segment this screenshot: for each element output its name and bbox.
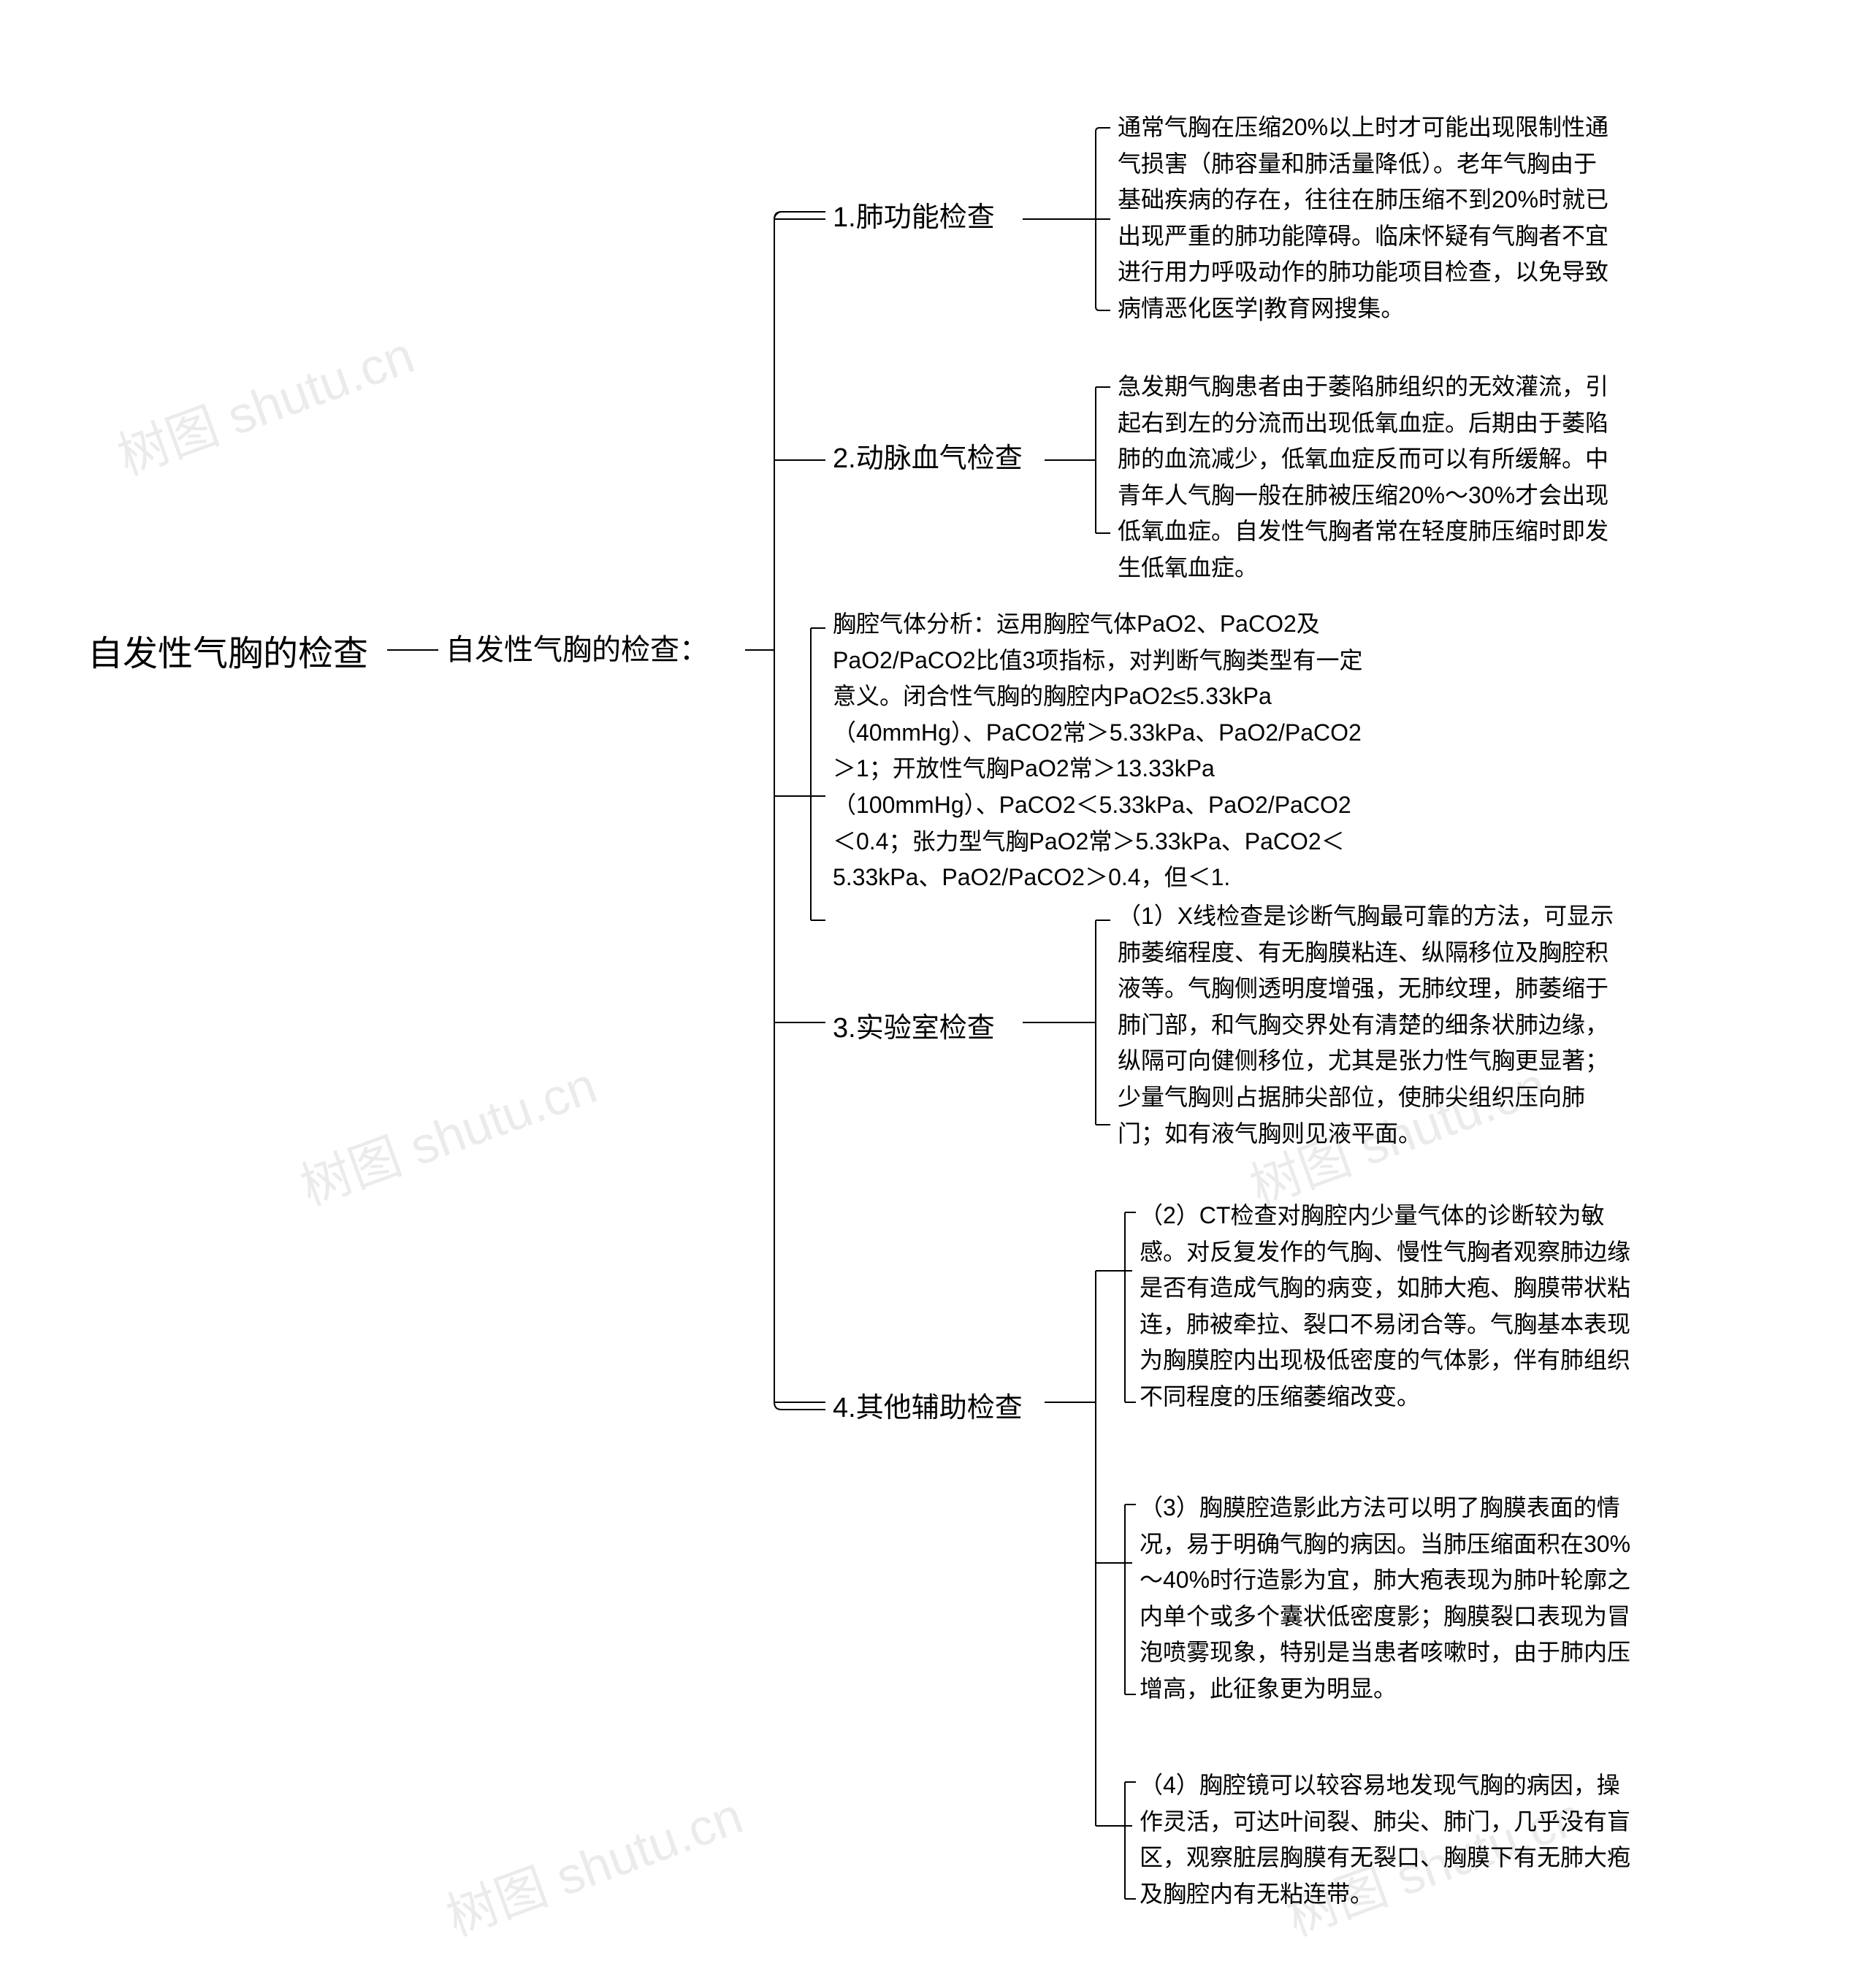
watermark: 树图 shutu.cn xyxy=(107,315,423,490)
branch-4-leaf-0: （2）CT检查对胸腔内少量气体的诊断较为敏感。对反复发作的气胸、慢性气胸者观察肺… xyxy=(1140,1198,1636,1415)
mindmap-container: 树图 shutu.cn 树图 shutu.cn 树图 shutu.cn 树图 s… xyxy=(0,0,1870,1988)
branch-3-leaf-0: （1）X线检查是诊断气胸最可靠的方法，可显示肺萎缩程度、有无胸膜粘连、纵隔移位及… xyxy=(1118,898,1614,1152)
root-node: 自发性气胸的检查 xyxy=(88,628,368,681)
branch-4-label: 4.其他辅助检查 xyxy=(833,1388,1023,1429)
branch-4-leaf-2: （4）胸腔镜可以较容易地发现气胸的病因，操作灵活，可达叶间裂、肺尖、肺门，几乎没… xyxy=(1140,1767,1636,1912)
level1-node: 自发性气胸的检查： xyxy=(446,628,709,672)
branch-3-preleaf: 胸腔气体分析：运用胸腔气体PaO2、PaCO2及PaO2/PaCO2比值3项指标… xyxy=(833,606,1373,896)
watermark: 树图 shutu.cn xyxy=(289,1045,606,1220)
branch-2-label: 2.动脉血气检查 xyxy=(833,438,1023,480)
branch-3-label: 3.实验室检查 xyxy=(833,1008,995,1050)
watermark: 树图 shutu.cn xyxy=(435,1775,752,1951)
branch-1-label: 1.肺功能检查 xyxy=(833,197,995,239)
branch-1-leaf-0: 通常气胸在压缩20%以上时才可能出现限制性通气损害（肺容量和肺活量降低）。老年气… xyxy=(1118,110,1614,327)
branch-2-leaf-0: 急发期气胸患者由于萎陷肺组织的无效灌流，引起右到左的分流而出现低氧血症。后期由于… xyxy=(1118,369,1614,586)
branch-4-leaf-1: （3）胸膜腔造影此方法可以明了胸膜表面的情况，易于明确气胸的病因。当肺压缩面积在… xyxy=(1140,1490,1636,1708)
